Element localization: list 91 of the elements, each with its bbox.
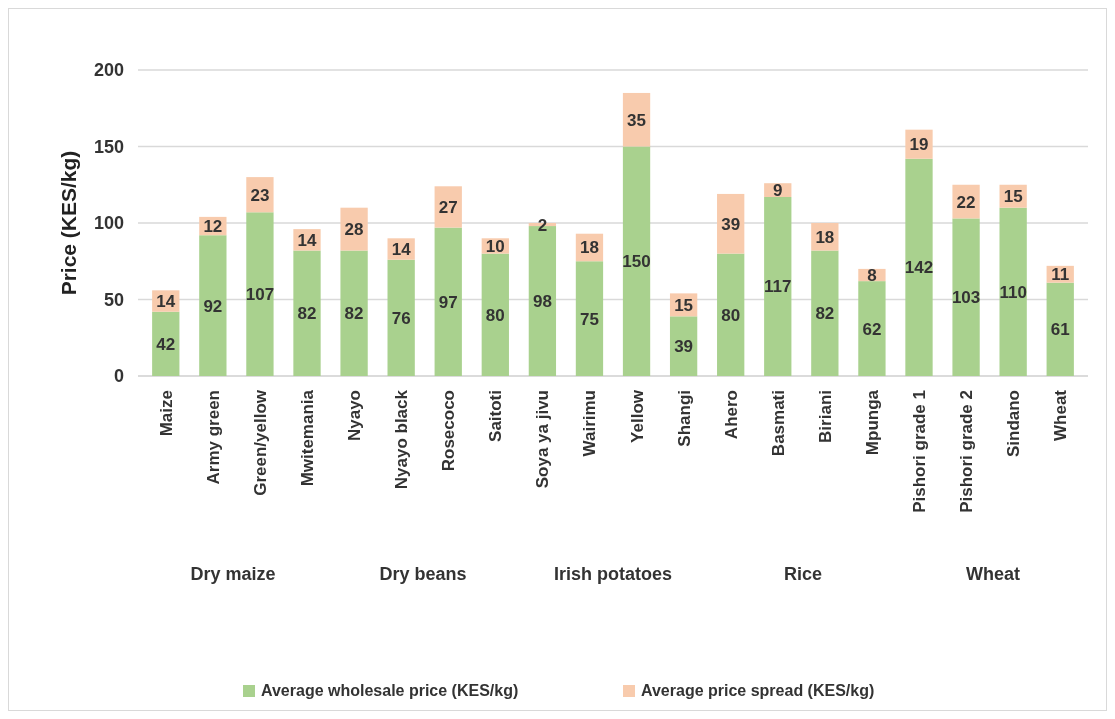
data-label: 39: [674, 337, 694, 357]
data-label: 82: [344, 304, 364, 324]
bar: [199, 235, 227, 376]
x-tick-label: Ahero: [721, 390, 741, 440]
bar: [764, 196, 792, 376]
bar: [293, 250, 321, 376]
bar: [246, 212, 274, 376]
text: Dry beans: [379, 564, 467, 584]
data-label: 110: [999, 282, 1027, 302]
text: Dry maize: [190, 564, 276, 584]
data-label: 15: [674, 295, 694, 315]
data-label: 117: [764, 277, 792, 297]
y-tick-label: 150: [93, 136, 124, 157]
data-label: 76: [391, 308, 411, 328]
x-tick-label: Saitoti: [486, 390, 506, 442]
data-label: 39: [721, 214, 741, 234]
x-tick-label: Green/yellow: [250, 389, 270, 496]
x-tick-label: Soya ya jivu: [533, 390, 553, 489]
y-tick-label: 200: [93, 60, 124, 80]
bar: [858, 281, 886, 376]
legend-label: Average wholesale price (KES/kg): [261, 682, 519, 699]
text: Rice: [783, 564, 823, 584]
bar: [952, 218, 980, 376]
bar: [905, 158, 933, 376]
text: Wheat: [966, 564, 1021, 584]
x-tick-label: Sindano: [1004, 390, 1024, 458]
x-tick-label: Yellow: [627, 389, 647, 443]
data-label: 92: [203, 296, 223, 316]
x-tick-label: Wairimu: [580, 390, 600, 457]
x-tick-label: Shangi: [674, 390, 694, 447]
legend-label: Average price spread (KES/kg): [641, 682, 875, 699]
y-axis-title: Price (KES/kg): [57, 150, 80, 296]
bar: [340, 250, 368, 376]
data-label: 35: [627, 110, 646, 130]
bar: [622, 146, 651, 376]
data-label: 75: [580, 309, 599, 329]
bar: [999, 207, 1027, 376]
x-tick-label: Nyayo black: [392, 389, 412, 490]
bar: [1046, 282, 1074, 376]
y-tick-label: 50: [103, 289, 124, 310]
data-label: 12: [203, 217, 223, 237]
data-label: 19: [909, 135, 929, 155]
data-label: 18: [580, 238, 599, 258]
bar: [811, 250, 839, 376]
data-label: 82: [297, 304, 317, 324]
data-label: 61: [1050, 320, 1070, 340]
data-label: 14: [156, 292, 176, 312]
x-tick-label: Army green: [203, 390, 223, 485]
data-label: 62: [862, 319, 882, 339]
data-label: 42: [156, 334, 176, 354]
data-label: 18: [815, 227, 835, 247]
bar: [717, 253, 745, 376]
x-tick-label: Rosecoco: [439, 390, 459, 472]
bar: [387, 259, 415, 376]
data-label: 15: [1003, 187, 1023, 207]
data-label: 28: [344, 220, 364, 240]
data-label: 80: [485, 305, 505, 325]
data-label: 103: [951, 288, 981, 308]
data-label: 82: [815, 304, 835, 324]
data-label: 97: [438, 292, 458, 312]
data-label: 10: [485, 236, 505, 256]
data-label: 98: [532, 292, 552, 312]
bar: [434, 227, 462, 376]
x-tick-label: Pishori grade 2: [957, 390, 977, 513]
data-label: 11: [1051, 265, 1070, 285]
data-label: 8: [867, 266, 877, 286]
x-tick-label: Nyayo: [345, 390, 365, 442]
data-label: 14: [391, 240, 412, 260]
x-tick-label: Basmati: [768, 390, 788, 457]
y-tick-label: 100: [93, 213, 124, 233]
x-tick-label: Wheat: [1051, 389, 1071, 441]
data-label: 142: [904, 258, 934, 278]
x-tick-label: Pishori grade 1: [910, 390, 929, 513]
bar: [575, 261, 604, 376]
x-tick-label: Maize: [156, 390, 176, 437]
data-label: 14: [297, 230, 317, 250]
data-label: 2: [537, 215, 548, 235]
y-tick-label: 0: [113, 366, 124, 386]
x-tick-label: Mwitemania: [298, 389, 317, 487]
text: Irish potatoes: [553, 564, 673, 584]
data-label: 80: [721, 305, 741, 325]
bar: [481, 253, 509, 376]
data-label: 22: [956, 192, 976, 212]
x-tick-label: Mpunga: [862, 389, 882, 456]
bar: [152, 311, 180, 376]
data-label: 23: [250, 185, 270, 205]
x-tick-label: Biriani: [815, 390, 835, 443]
data-label: 27: [438, 197, 458, 217]
data-label: 150: [622, 252, 651, 272]
data-label: 9: [773, 181, 783, 201]
data-label: 107: [245, 285, 275, 305]
